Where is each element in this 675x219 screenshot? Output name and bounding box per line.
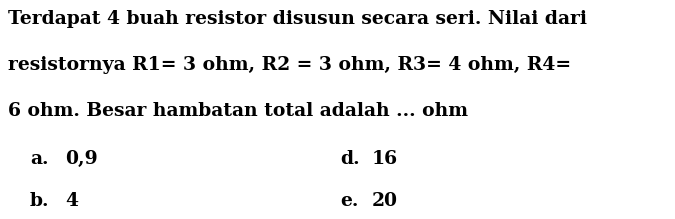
Text: resistornya R1= 3 ohm, R2 = 3 ohm, R3= 4 ohm, R4=: resistornya R1= 3 ohm, R2 = 3 ohm, R3= 4… bbox=[8, 56, 571, 74]
Text: Terdapat 4 buah resistor disusun secara seri. Nilai dari: Terdapat 4 buah resistor disusun secara … bbox=[8, 10, 587, 28]
Text: d.: d. bbox=[340, 150, 360, 168]
Text: 6 ohm. Besar hambatan total adalah ... ohm: 6 ohm. Besar hambatan total adalah ... o… bbox=[8, 102, 468, 120]
Text: a.: a. bbox=[30, 150, 49, 168]
Text: 20: 20 bbox=[372, 192, 398, 210]
Text: b.: b. bbox=[30, 192, 49, 210]
Text: 16: 16 bbox=[372, 150, 398, 168]
Text: e.: e. bbox=[340, 192, 358, 210]
Text: 4: 4 bbox=[65, 192, 78, 210]
Text: 0,9: 0,9 bbox=[65, 150, 98, 168]
